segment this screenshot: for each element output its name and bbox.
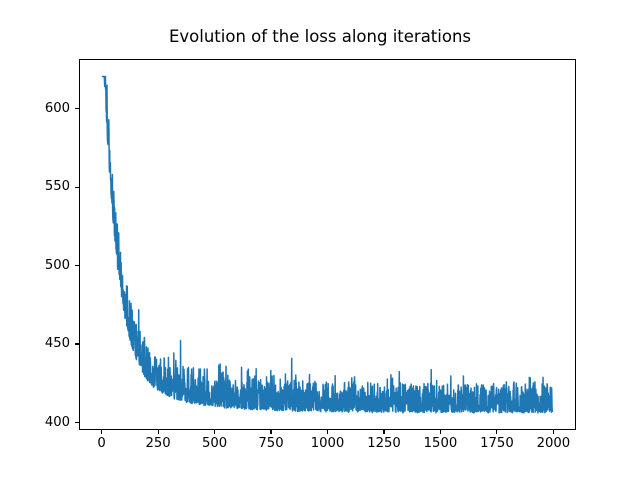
x-tick-label: 2000 [536,436,571,451]
x-tick-mark [213,430,216,434]
x-tick-mark [101,430,103,434]
x-tick-label: 1250 [367,436,401,451]
x-tick-mark [552,430,554,434]
x-tick-label: 250 [145,436,171,451]
y-tick-label: 400 [44,414,70,430]
y-tick-label: 600 [44,100,70,116]
y-tick-label: 450 [44,336,70,352]
x-tick-label: 500 [201,436,228,451]
x-tick-label: 1750 [480,436,514,451]
x-tick-mark [383,430,385,434]
y-tick-label: 500 [44,257,70,273]
x-tick-mark [439,430,441,434]
x-tick-mark [326,430,329,434]
x-tick-mark [270,430,272,434]
x-tick-mark [496,430,498,434]
x-tick-mark [157,430,159,434]
x-tick-label: 0 [97,436,106,451]
x-tick-label: 1000 [310,436,345,451]
x-tick-label: 750 [258,436,284,451]
plot-axes [79,59,576,430]
loss-curve-svg [80,60,575,429]
x-tick-label: 1500 [423,436,458,451]
chart-title: Evolution of the loss along iterations [168,27,472,46]
y-tick-label: 550 [44,179,70,195]
loss-line-series [102,77,552,413]
